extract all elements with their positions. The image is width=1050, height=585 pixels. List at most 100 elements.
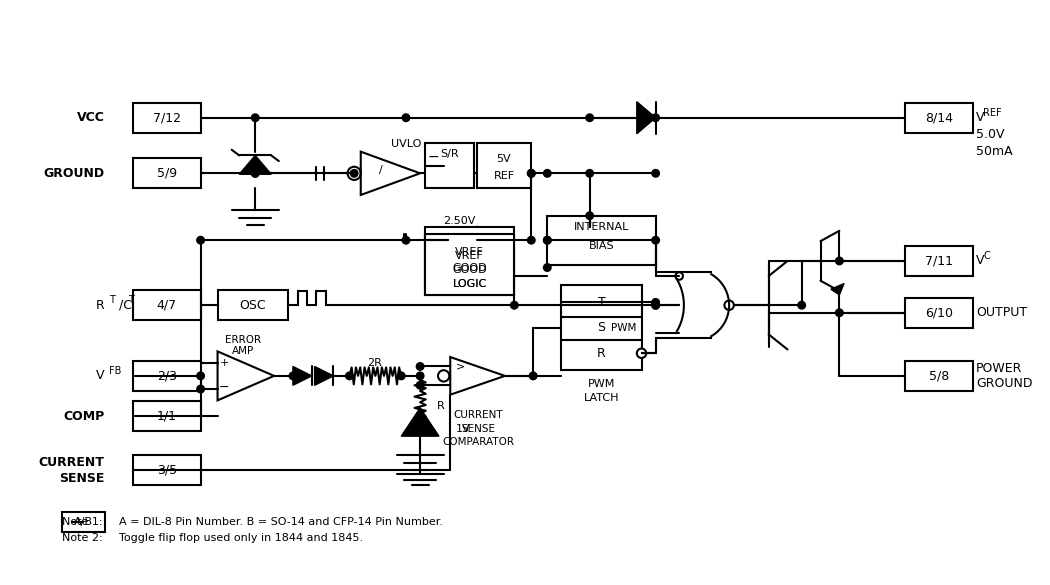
Bar: [425, 233, 514, 295]
Text: R: R: [597, 347, 606, 360]
Text: V: V: [975, 111, 985, 124]
Circle shape: [527, 236, 536, 244]
Text: OSC: OSC: [239, 299, 267, 312]
Text: AMP: AMP: [232, 346, 254, 356]
Circle shape: [798, 301, 805, 309]
Text: BIAS: BIAS: [589, 241, 614, 251]
Text: 3/5: 3/5: [156, 463, 176, 477]
Circle shape: [196, 236, 205, 244]
Circle shape: [402, 114, 410, 122]
Circle shape: [402, 236, 410, 244]
Text: 8/14: 8/14: [925, 111, 953, 124]
Text: FB: FB: [109, 366, 122, 376]
Text: +: +: [219, 357, 229, 368]
Text: REF: REF: [984, 108, 1002, 118]
Text: R: R: [96, 299, 105, 312]
Circle shape: [251, 170, 259, 177]
Text: 2R: 2R: [368, 357, 382, 368]
Circle shape: [251, 114, 259, 122]
Circle shape: [652, 298, 659, 306]
Circle shape: [510, 301, 518, 309]
Text: Note 2:: Note 2:: [62, 533, 103, 543]
Circle shape: [251, 170, 259, 177]
Circle shape: [586, 114, 593, 122]
Text: LATCH: LATCH: [584, 394, 620, 404]
Bar: [132, 401, 201, 432]
Bar: [132, 455, 201, 485]
Text: 1V: 1V: [456, 424, 470, 433]
Polygon shape: [636, 102, 655, 134]
Text: S/R: S/R: [440, 150, 459, 160]
Circle shape: [529, 372, 537, 380]
Circle shape: [586, 170, 593, 177]
Text: UVLO: UVLO: [391, 139, 421, 149]
Text: COMP: COMP: [63, 410, 105, 423]
Text: 50mA: 50mA: [975, 145, 1012, 158]
Text: GOOD: GOOD: [453, 266, 487, 276]
Text: 5/8: 5/8: [929, 369, 949, 383]
Text: CURRENT: CURRENT: [39, 456, 105, 469]
Bar: [132, 159, 201, 188]
Text: 5V: 5V: [497, 154, 511, 164]
Bar: [132, 290, 201, 321]
Circle shape: [836, 257, 843, 264]
Text: −: −: [427, 149, 439, 163]
Bar: [217, 290, 288, 321]
Bar: [905, 361, 973, 391]
Circle shape: [724, 301, 734, 310]
Polygon shape: [401, 408, 439, 436]
Circle shape: [398, 372, 405, 380]
Text: VREF: VREF: [456, 251, 484, 261]
Circle shape: [652, 301, 659, 309]
Text: A/B: A/B: [74, 517, 92, 527]
Text: PWM: PWM: [611, 323, 636, 333]
Bar: [62, 511, 105, 532]
Bar: [905, 246, 973, 276]
Polygon shape: [239, 156, 271, 174]
Circle shape: [836, 309, 843, 316]
Polygon shape: [315, 366, 334, 386]
Text: LOGIC: LOGIC: [453, 280, 487, 290]
Text: R: R: [437, 401, 445, 411]
Text: GROUND: GROUND: [975, 377, 1032, 390]
Polygon shape: [831, 284, 844, 295]
Text: GROUND: GROUND: [43, 167, 105, 180]
Text: 7/12: 7/12: [152, 111, 181, 124]
Text: CURRENT: CURRENT: [454, 411, 503, 421]
Circle shape: [289, 372, 297, 380]
Circle shape: [586, 212, 593, 219]
Circle shape: [544, 264, 551, 271]
Circle shape: [544, 236, 551, 244]
Bar: [132, 102, 201, 133]
Text: Note 1:: Note 1:: [62, 517, 103, 527]
Circle shape: [417, 363, 424, 370]
Text: LOGIC: LOGIC: [453, 278, 487, 288]
Text: /C: /C: [119, 299, 131, 312]
Bar: [905, 102, 973, 133]
Polygon shape: [293, 366, 312, 386]
Text: Toggle flip flop used only in 1844 and 1845.: Toggle flip flop used only in 1844 and 1…: [119, 533, 362, 543]
Circle shape: [345, 372, 353, 380]
Text: −: −: [218, 381, 229, 394]
Text: VCC: VCC: [77, 111, 105, 124]
Circle shape: [417, 372, 424, 380]
Circle shape: [196, 386, 205, 393]
Text: T: T: [109, 295, 116, 305]
Text: 5.0V: 5.0V: [975, 128, 1005, 141]
Text: PWM: PWM: [588, 379, 615, 390]
Circle shape: [196, 372, 205, 380]
Circle shape: [544, 236, 551, 244]
Circle shape: [652, 114, 659, 122]
Circle shape: [652, 170, 659, 177]
Text: 7/11: 7/11: [925, 254, 953, 267]
Bar: [547, 216, 655, 264]
Text: C: C: [984, 251, 990, 261]
Text: POWER: POWER: [975, 362, 1023, 375]
Text: SENSE: SENSE: [59, 472, 105, 485]
Text: S: S: [597, 321, 606, 335]
Bar: [425, 236, 514, 285]
Text: 2/3: 2/3: [156, 369, 176, 383]
Circle shape: [351, 170, 358, 177]
Circle shape: [527, 170, 536, 177]
Text: REF: REF: [494, 171, 514, 181]
